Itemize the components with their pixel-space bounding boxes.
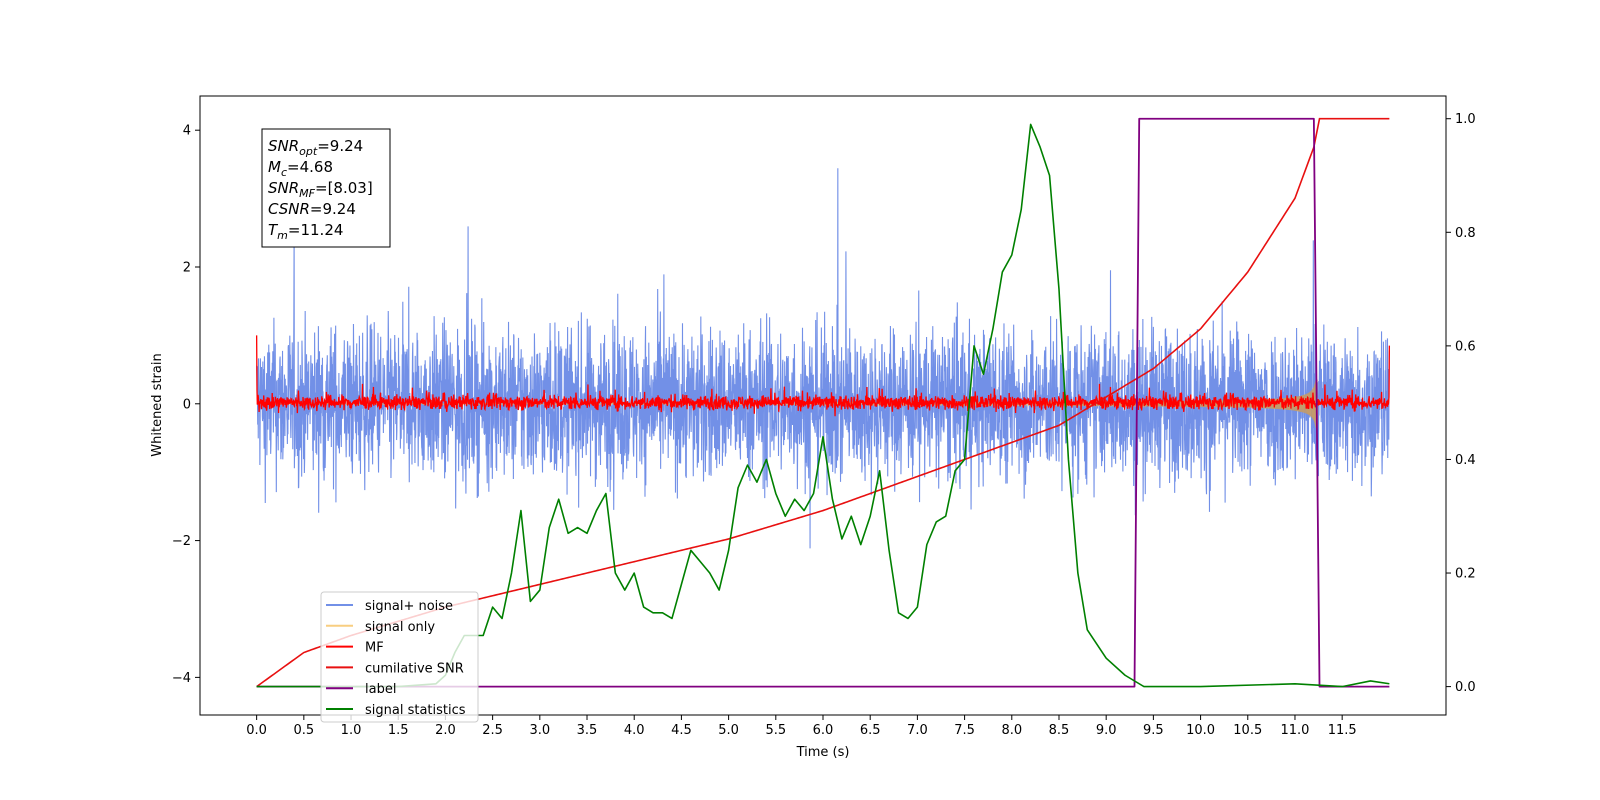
x-tick-label: 9.0 (1096, 723, 1117, 738)
y-tick-label: 2 (183, 260, 191, 275)
x-tick-label: 1.0 (341, 723, 362, 738)
series-signal-noise (256, 168, 1390, 549)
y-tick-label: 0 (183, 397, 191, 412)
annotation-line: CSNR=9.24 (268, 200, 356, 218)
y2-tick-label: 0.8 (1455, 226, 1476, 241)
annotation-value: =[8.03] (315, 179, 373, 197)
y2-tick-label: 0.6 (1455, 339, 1476, 354)
x-tick-label: 5.0 (718, 723, 739, 738)
legend-entry: signal only (365, 620, 435, 635)
x-tick-label: 7.5 (954, 723, 975, 738)
x-tick-label: 9.5 (1143, 723, 1164, 738)
x-tick-label: 0.0 (246, 723, 267, 738)
x-tick-label: 7.0 (907, 723, 928, 738)
annotation-line: SNRMF=[8.03] (268, 179, 373, 200)
annotation-symbol: T (268, 221, 279, 239)
x-tick-label: 2.0 (435, 723, 456, 738)
annotation-subscript: opt (299, 145, 318, 158)
x-tick-label: 10.5 (1233, 723, 1262, 738)
x-tick-label: 10.0 (1186, 723, 1215, 738)
x-axis-label: Time (s) (796, 745, 850, 760)
annotation-value: =4.68 (287, 158, 333, 176)
y-axis-left: 4 2 0 −2 −4 (172, 124, 200, 686)
y2-tick-label: 0.2 (1455, 567, 1476, 582)
legend-entry: label (365, 682, 396, 697)
legend: signal+ noise signal only MF cumilative SNR… (320, 591, 479, 723)
stats-annotation-box: SNRopt=9.24Mc=4.68SNRMF=[8.03]CSNR=9.24T… (261, 128, 391, 248)
annotation-frame (261, 128, 391, 248)
annotation-symbol: M (268, 158, 281, 176)
y2-tick-label: 1.0 (1455, 112, 1476, 127)
annotation-symbol: SNR (268, 137, 299, 155)
annotation-value: =11.24 (288, 221, 344, 239)
legend-entry: signal statistics (365, 703, 466, 718)
x-tick-label: 8.5 (1049, 723, 1070, 738)
x-tick-label: 11.0 (1280, 723, 1309, 738)
y2-tick-label: 0.0 (1455, 680, 1476, 695)
x-tick-label: 4.0 (624, 723, 645, 738)
legend-frame (320, 591, 479, 723)
y-tick-label: 4 (183, 124, 191, 139)
series-mf (255, 335, 1391, 417)
mf-line (255, 335, 1391, 417)
x-tick-label: 11.5 (1328, 723, 1357, 738)
annotation-line: SNRopt=9.24 (268, 137, 363, 158)
y-tick-label: −4 (172, 671, 191, 686)
signal-statistics-line (256, 123, 1390, 688)
x-tick-label: 8.0 (1001, 723, 1022, 738)
legend-entry: cumilative SNR (365, 661, 464, 676)
annotation-subscript: m (277, 229, 288, 242)
x-tick-label: 3.5 (577, 723, 598, 738)
x-axis: 0.0 0.5 1.0 1.5 2.0 2.5 3.0 3.5 4.0 4.5 5.0 5.5 6.0 6… (246, 715, 1357, 738)
annotation-symbol: SNR (268, 179, 299, 197)
x-tick-label: 0.5 (293, 723, 314, 738)
x-tick-label: 3.0 (529, 723, 550, 738)
x-tick-label: 4.5 (671, 723, 692, 738)
x-tick-label: 6.0 (813, 723, 834, 738)
series-signal-statistics (256, 123, 1390, 688)
annotation-value: =9.24 (310, 200, 356, 218)
y-tick-label: −2 (172, 534, 191, 549)
annotation-line: Tm=11.24 (268, 221, 343, 242)
x-tick-label: 5.5 (765, 723, 786, 738)
y2-tick-label: 0.4 (1455, 453, 1476, 468)
annotation-value: =9.24 (317, 137, 363, 155)
annotation-symbol: CSNR (268, 200, 310, 218)
x-tick-label: 1.5 (388, 723, 409, 738)
annotation-subscript: c (281, 166, 287, 179)
x-tick-label: 6.5 (860, 723, 881, 738)
y-axis-label: Whitened strain (150, 353, 165, 456)
legend-entry: MF (365, 641, 384, 656)
signal-noise-line (256, 168, 1390, 549)
y-axis-right: 1.0 0.8 0.6 0.4 0.2 0.0 (1446, 112, 1476, 695)
x-tick-label: 2.5 (482, 723, 503, 738)
legend-entry: signal+ noise (365, 599, 453, 614)
annotation-line: Mc=4.68 (268, 158, 333, 179)
annotation-subscript: MF (299, 187, 315, 200)
